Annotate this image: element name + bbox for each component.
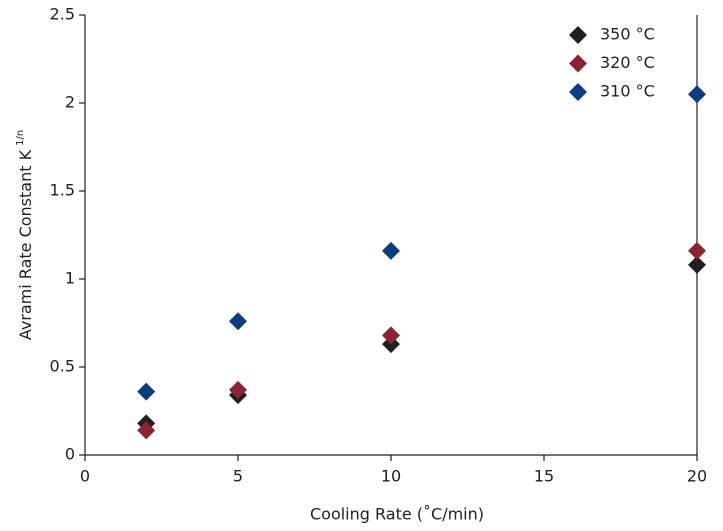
x-tick-label: 15 [534,467,554,486]
legend-label: 350 °C [600,25,655,44]
x-axis-label: Cooling Rate (˚C/min) [310,505,484,524]
x-tick-label: 5 [233,467,243,486]
point [688,255,706,274]
y-tick-label: 2.5 [50,5,75,24]
y-tick-label: 1.5 [50,181,75,200]
y-tick-label: 1 [65,269,75,288]
point [688,241,706,260]
point [382,241,400,260]
legend-marker [569,54,587,73]
y-axis-label-superscript: 1/n [15,130,26,146]
y-tick-label: 0 [65,445,75,464]
point [137,421,156,440]
point [137,382,156,401]
legend-label: 320 °C [600,53,655,72]
x-tick-label: 20 [687,467,707,486]
x-tick-label: 10 [381,467,401,486]
point [382,326,400,345]
legend-marker [569,83,587,101]
y-tick-label: 2 [65,93,75,112]
point [229,380,247,399]
point [229,312,247,331]
y-axis-label: Avrami Rate Constant K 1/n [15,130,35,340]
y-axis-label-main: Avrami Rate Constant K [16,149,35,340]
y-tick-label: 0.5 [50,357,75,376]
point [688,85,706,104]
x-tick-label: 0 [80,467,90,486]
legend-label: 310 °C [600,82,655,101]
legend-marker [569,26,587,44]
